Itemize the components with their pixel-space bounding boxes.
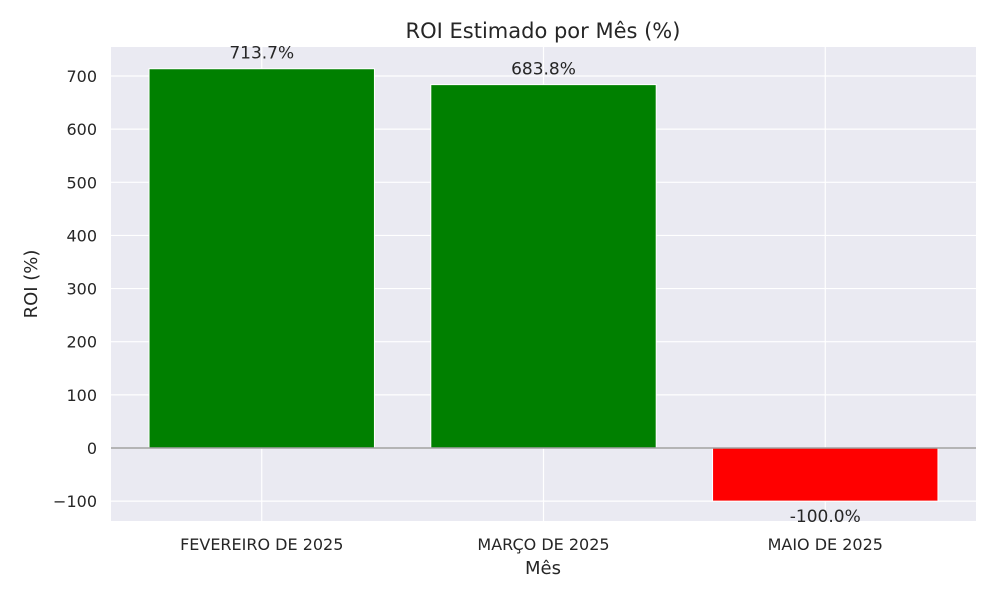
y-axis-label: ROI (%) xyxy=(21,250,42,319)
y-tick-label: 500 xyxy=(66,173,97,192)
y-tick-label: 100 xyxy=(66,386,97,405)
y-tick-label: −100 xyxy=(53,492,97,511)
y-tick-label: 200 xyxy=(66,333,97,352)
y-tick-label: 400 xyxy=(66,226,97,245)
y-tick-label: 700 xyxy=(66,67,97,86)
data-label: 713.7% xyxy=(229,44,294,64)
y-tick-label: 300 xyxy=(66,280,97,299)
x-tick-label: MARÇO DE 2025 xyxy=(477,535,609,554)
bars xyxy=(111,68,976,502)
data-label: 683.8% xyxy=(511,60,576,80)
y-tick-label: 0 xyxy=(87,439,97,458)
y-tick-label: 600 xyxy=(66,120,97,139)
chart-title: ROI Estimado por Mês (%) xyxy=(406,19,681,43)
bar xyxy=(148,68,375,449)
x-tick-label: MAIO DE 2025 xyxy=(768,535,883,554)
data-label: -100.0% xyxy=(790,507,861,527)
bar xyxy=(712,447,939,502)
data-labels: 713.7% 683.8% -100.0% xyxy=(229,44,860,527)
bar xyxy=(430,84,657,449)
x-tick-label: FEVEREIRO DE 2025 xyxy=(180,535,343,554)
ticks: −100 0 100 200 300 400 500 600 700 FEVEREIRO DE 2… xyxy=(53,67,883,554)
x-axis-label: Mês xyxy=(525,558,561,579)
